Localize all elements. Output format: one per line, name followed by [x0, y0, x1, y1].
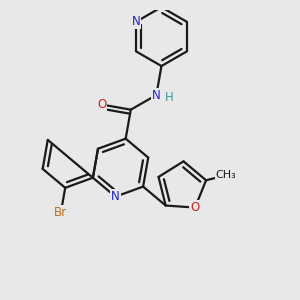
- Text: N: N: [152, 88, 161, 101]
- Text: N: N: [132, 15, 140, 28]
- Text: N: N: [111, 190, 120, 203]
- Text: Br: Br: [54, 206, 68, 219]
- Text: CH₃: CH₃: [216, 170, 236, 180]
- Text: H: H: [165, 92, 174, 104]
- Text: O: O: [190, 201, 200, 214]
- Text: O: O: [97, 98, 106, 111]
